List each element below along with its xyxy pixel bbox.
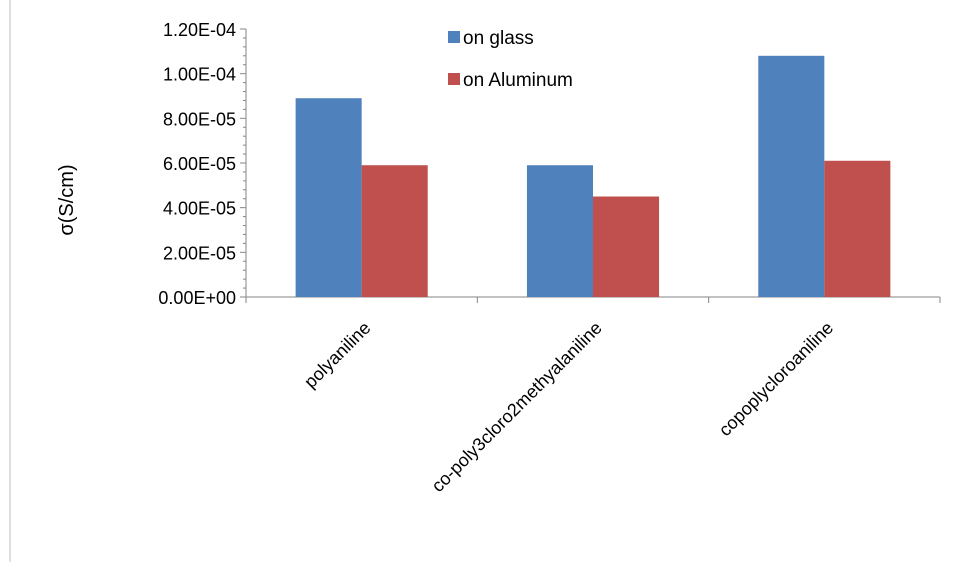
x-category-label: co-poly3cloro2methyalaniline [428,318,606,496]
y-tick-label: 2.00E-05 [163,243,236,263]
bar-on-aluminum [824,160,891,297]
y-tick-label: 0.00E+00 [158,288,236,308]
y-tick-label: 1.00E-04 [163,65,236,85]
plot-layer: 0.00E+00 2.00E-05 4.00E-05 6.00E-05 8.00E-05… [158,20,941,496]
y-tick-label: 6.00E-05 [163,154,236,174]
bar-on-glass [295,98,362,297]
bar-on-aluminum [361,165,428,297]
legend: on glass on Aluminum [448,28,573,91]
x-category-label: copoplycloroaniline [715,318,837,440]
bar-on-glass [758,55,825,297]
x-category-label: polyaniline [300,318,374,392]
y-tick-label: 1.20E-04 [163,20,236,40]
y-tick-label: 4.00E-05 [163,199,236,219]
y-tick-label: 8.00E-05 [163,109,236,129]
bar-on-aluminum [593,196,660,297]
bar-on-glass [526,165,593,297]
legend-label: on Aluminum [463,70,573,91]
legend-label: on glass [463,28,534,49]
legend-swatch [448,31,460,43]
y-axis-label: σ(S/cm) [56,164,78,235]
legend-swatch [448,73,460,85]
